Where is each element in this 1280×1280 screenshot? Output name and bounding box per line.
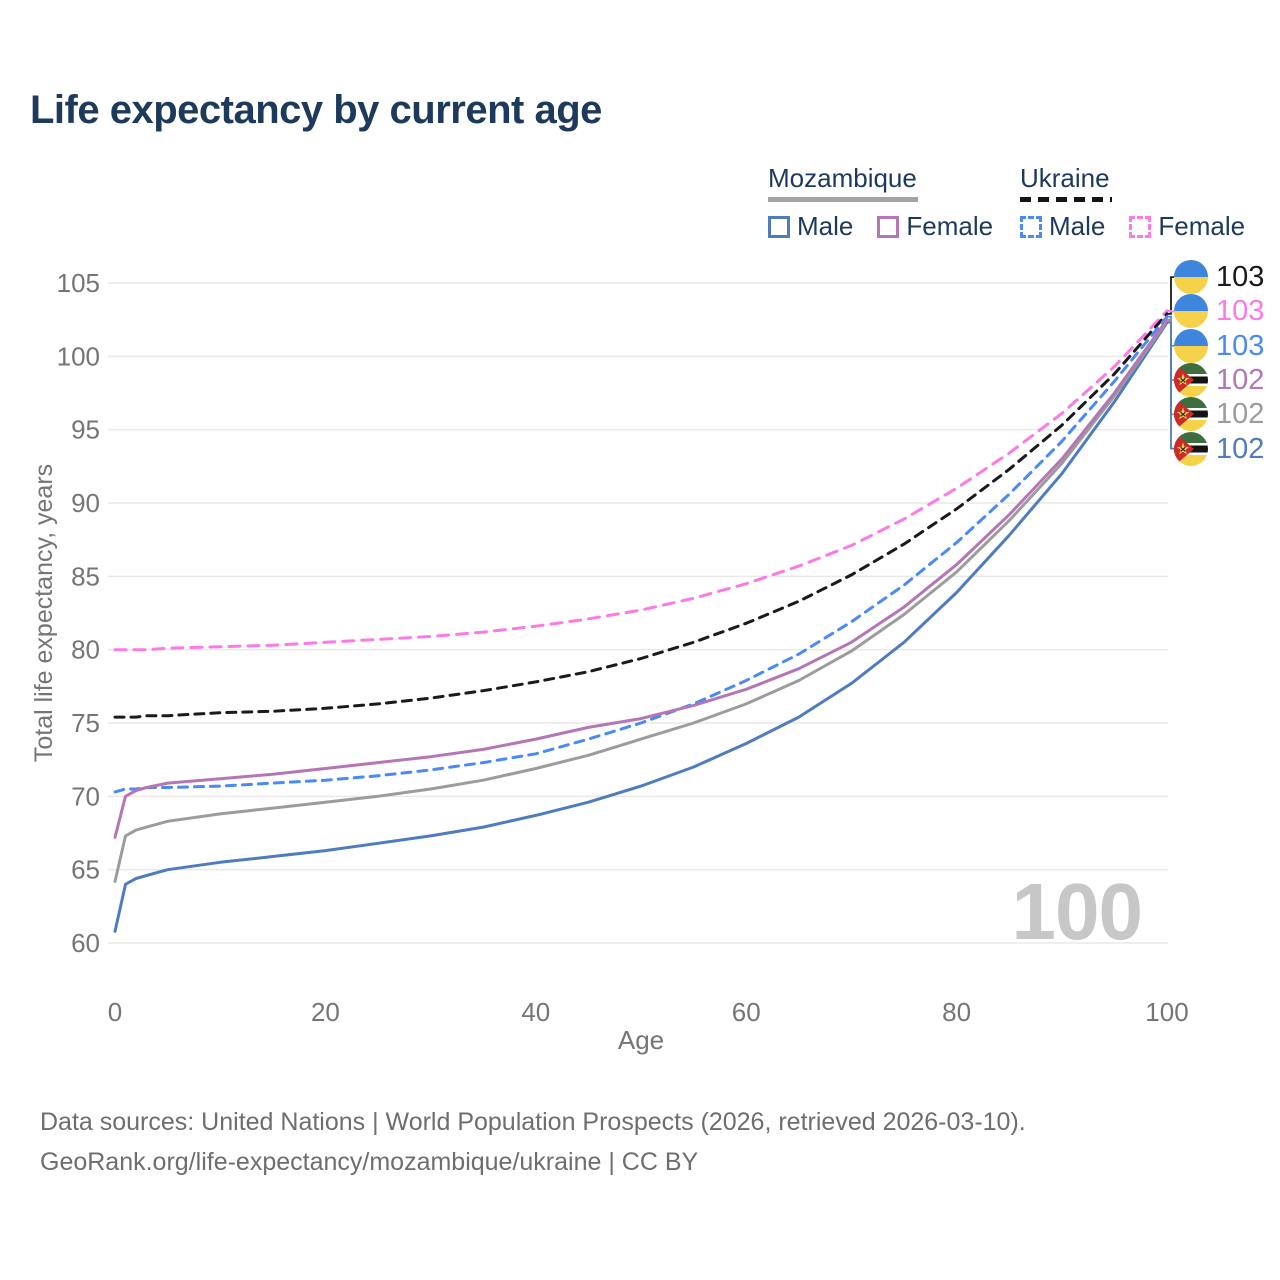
x-tick-label: 20	[311, 997, 340, 1027]
footer-data-sources: Data sources: United Nations | World Pop…	[40, 1108, 1026, 1136]
y-tick-label: 60	[71, 928, 100, 958]
end-label-connector	[1167, 321, 1175, 450]
series-line-ukraine[interactable]	[113, 312, 1169, 719]
end-label-row-ukraine-female[interactable]: 103	[1174, 294, 1265, 329]
legend-country-label[interactable]: Ukraine	[1020, 163, 1110, 193]
end-label-value: 103	[1216, 329, 1265, 362]
legend-group-mozambique: Mozambique Male Female	[768, 163, 993, 242]
legend-swatch-mozambique-male	[768, 215, 790, 238]
x-axis-title: Age	[618, 1025, 664, 1055]
end-label-row-ukraine-male[interactable]: 103	[1174, 328, 1265, 363]
footer-attribution[interactable]: GeoRank.org/life-expectancy/mozambique/u…	[40, 1148, 699, 1176]
end-label-row-mozambique-female[interactable]: 102	[1174, 362, 1265, 397]
end-label-value: 102	[1216, 398, 1265, 431]
legend-item-label: Female	[906, 211, 994, 241]
y-tick-label: 65	[71, 855, 100, 885]
ukraine-flag-icon	[1174, 328, 1208, 363]
y-tick-label: 105	[57, 268, 100, 298]
y-tick-label: 75	[71, 708, 100, 738]
end-label-value: 103	[1216, 261, 1265, 293]
mozambique-flag-icon	[1174, 362, 1208, 397]
legend-item-label: Female	[1158, 211, 1246, 241]
legend-item-ukraine-male[interactable]: Male	[1020, 211, 1105, 242]
mozambique-flag-icon	[1174, 431, 1208, 466]
y-axis-title: Total life expectancy, years	[30, 464, 58, 762]
page-title: Life expectancy by current age	[30, 88, 602, 132]
y-tick-label: 70	[71, 781, 100, 811]
end-label-value: 102	[1216, 363, 1265, 396]
ukraine-flag-icon	[1174, 294, 1208, 329]
end-label-row-mozambique[interactable]: 102	[1174, 397, 1265, 432]
series-line-mozambique-female[interactable]	[113, 318, 1169, 839]
legend-item-mozambique-male[interactable]: Male	[768, 211, 853, 242]
x-tick-label: 80	[942, 997, 971, 1027]
legend-item-label: Male	[1049, 211, 1106, 241]
end-label-connector	[1167, 276, 1175, 315]
x-tick-label: 0	[108, 997, 122, 1027]
legend-country-label[interactable]: Mozambique	[768, 163, 917, 193]
y-tick-label: 95	[71, 415, 100, 445]
x-tick-label: 60	[732, 997, 761, 1027]
legend-solid-line-swatch	[768, 197, 918, 202]
ukraine-flag-icon	[1174, 260, 1208, 294]
mozambique-flag-icon	[1174, 397, 1208, 432]
legend-group-ukraine: Ukraine Male Female	[1020, 163, 1245, 242]
y-tick-label: 90	[71, 488, 100, 518]
end-label-connector	[1167, 310, 1175, 313]
end-label-row-mozambique-male[interactable]: 102	[1174, 431, 1265, 466]
legend-dashed-line-swatch	[1020, 197, 1112, 202]
legend-item-mozambique-female[interactable]: Female	[877, 211, 993, 242]
series-line-ukraine-male[interactable]	[113, 315, 1169, 794]
end-label-value: 103	[1216, 295, 1265, 328]
legend-swatch-ukraine-female	[1129, 215, 1152, 238]
x-tick-label: 100	[1145, 997, 1188, 1027]
legend-swatch-mozambique-female	[877, 215, 900, 238]
y-tick-label: 80	[71, 635, 100, 665]
y-tick-label: 85	[71, 561, 100, 591]
series-line-mozambique[interactable]	[113, 319, 1169, 883]
end-label-row-ukraine[interactable]: 103	[1174, 260, 1264, 294]
legend-item-ukraine-female[interactable]: Female	[1129, 211, 1245, 242]
y-tick-label: 100	[57, 341, 100, 371]
series-line-mozambique-male[interactable]	[113, 321, 1169, 933]
series-line-ukraine-female[interactable]	[113, 309, 1169, 652]
legend-item-label: Male	[797, 211, 854, 241]
current-age-watermark: 100	[1011, 867, 1143, 956]
end-label-value: 102	[1216, 432, 1265, 465]
x-tick-label: 40	[521, 997, 550, 1027]
legend-swatch-ukraine-male	[1020, 215, 1042, 238]
